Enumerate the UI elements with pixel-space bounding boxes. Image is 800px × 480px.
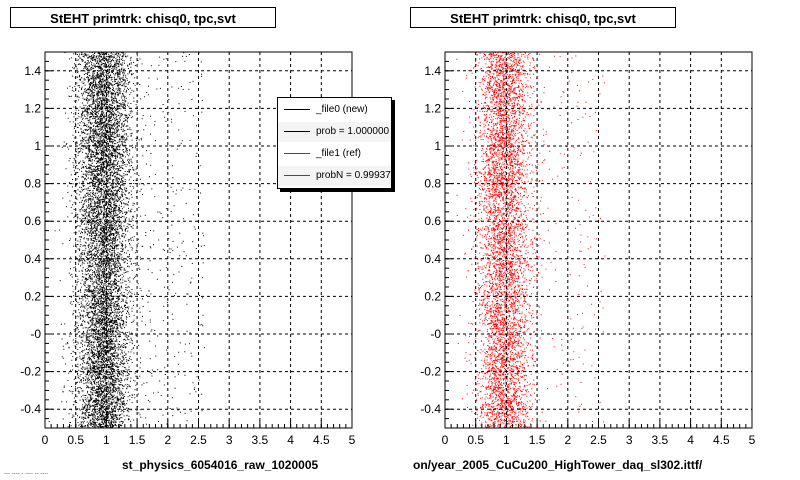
left-plot-title: StEHT primtrk: chisq0, tpc,svt [10,7,276,28]
y-tick-label: 1 [434,139,441,153]
y-tick-label: 1.2 [424,101,441,115]
x-tick-label: 1 [103,433,110,447]
y-tick-label: -0 [430,327,441,341]
x-tick-label: 3 [226,433,233,447]
left-scatter-plot: 0 0.5 1 1.5 2 2.5 3 3.5 4 4.5 5 -0.4 -0.2 -0 0.2 0.4 0.6… [20,51,356,447]
y-tick-label: 0.4 [24,252,41,266]
x-tick-label: 2.5 [590,433,607,447]
legend-swatch [284,175,310,176]
legend-label: _file0 (new) [316,104,368,115]
legend-swatch [284,109,310,110]
y-tick-label: 1.4 [24,64,41,78]
y-tick-label: -0.4 [20,402,41,416]
y-tick-label: 0.2 [424,289,441,303]
legend-entry-probn: probN = 0.99937 [278,166,391,186]
x-tick-label: 2.5 [190,433,207,447]
x-tick-label: 0.5 [467,433,484,447]
x-tick-label: 0 [42,433,49,447]
y-tick-label: 0.8 [24,177,41,191]
x-tick-label: 5 [749,433,756,447]
y-tick-label: 1.4 [424,64,441,78]
x-tick-label: 0 [442,433,449,447]
y-tick-label: 1 [34,139,41,153]
y-tick-label: -0.4 [420,402,441,416]
left-plot-footer: st_physics_6054016_raw_1020005 [122,458,319,472]
y-tick-label: 0.8 [424,177,441,191]
y-tick-label: -0 [30,327,41,341]
x-tick-label: 1.5 [129,433,146,447]
legend-label: prob = 1.000000 [316,126,390,137]
x-tick-label: 1 [503,433,510,447]
y-tick-label: 0.2 [24,289,41,303]
y-tick-label: 0.6 [424,214,441,228]
x-tick-label: 3.5 [652,433,669,447]
x-tick-label: 4 [287,433,294,447]
x-tick-label: 2 [164,433,171,447]
legend-swatch [284,131,310,132]
legend-label: _file1 (ref) [316,148,362,159]
x-tick-label: 4.5 [313,433,330,447]
y-tick-label: 0.4 [424,252,441,266]
x-tick-label: 0.5 [67,433,84,447]
legend: _file0 (new) prob = 1.000000 _file1 (ref… [277,97,392,189]
right-scatter-plot: 0 0.5 1 1.5 2 2.5 3 3.5 4 4.5 5 -0.4 -0.2 -0 0.2 0.4 0.6… [420,51,756,447]
y-tick-label: 1.2 [24,101,41,115]
y-tick-label: -0.2 [20,365,41,379]
y-tick-label: 0.6 [24,214,41,228]
x-tick-label: 3.5 [252,433,269,447]
legend-entry-file1: _file1 (ref) [278,144,391,164]
x-tick-label: 5 [349,433,356,447]
x-tick-label: 4.5 [713,433,730,447]
right-plot-footer: on/year_2005_CuCu200_HighTower_daq_sl302… [413,458,703,472]
legend-entry-file0: _file0 (new) [278,100,391,120]
timestamp-stamp: --- ---- - ---- -- ---- [4,471,49,477]
y-tick-label: -0.2 [420,365,441,379]
grid-lines [445,52,752,428]
x-tick-label: 2 [564,433,571,447]
legend-label: probN = 0.99937 [316,170,391,181]
legend-swatch [284,153,310,154]
scatter-points [456,51,606,429]
legend-entry-prob: prob = 1.000000 [278,122,391,142]
x-tick-label: 3 [626,433,633,447]
x-tick-label: 4 [687,433,694,447]
x-tick-label: 1.5 [529,433,546,447]
right-plot-title: StEHT primtrk: chisq0, tpc,svt [410,7,676,28]
scatter-points [48,51,205,429]
